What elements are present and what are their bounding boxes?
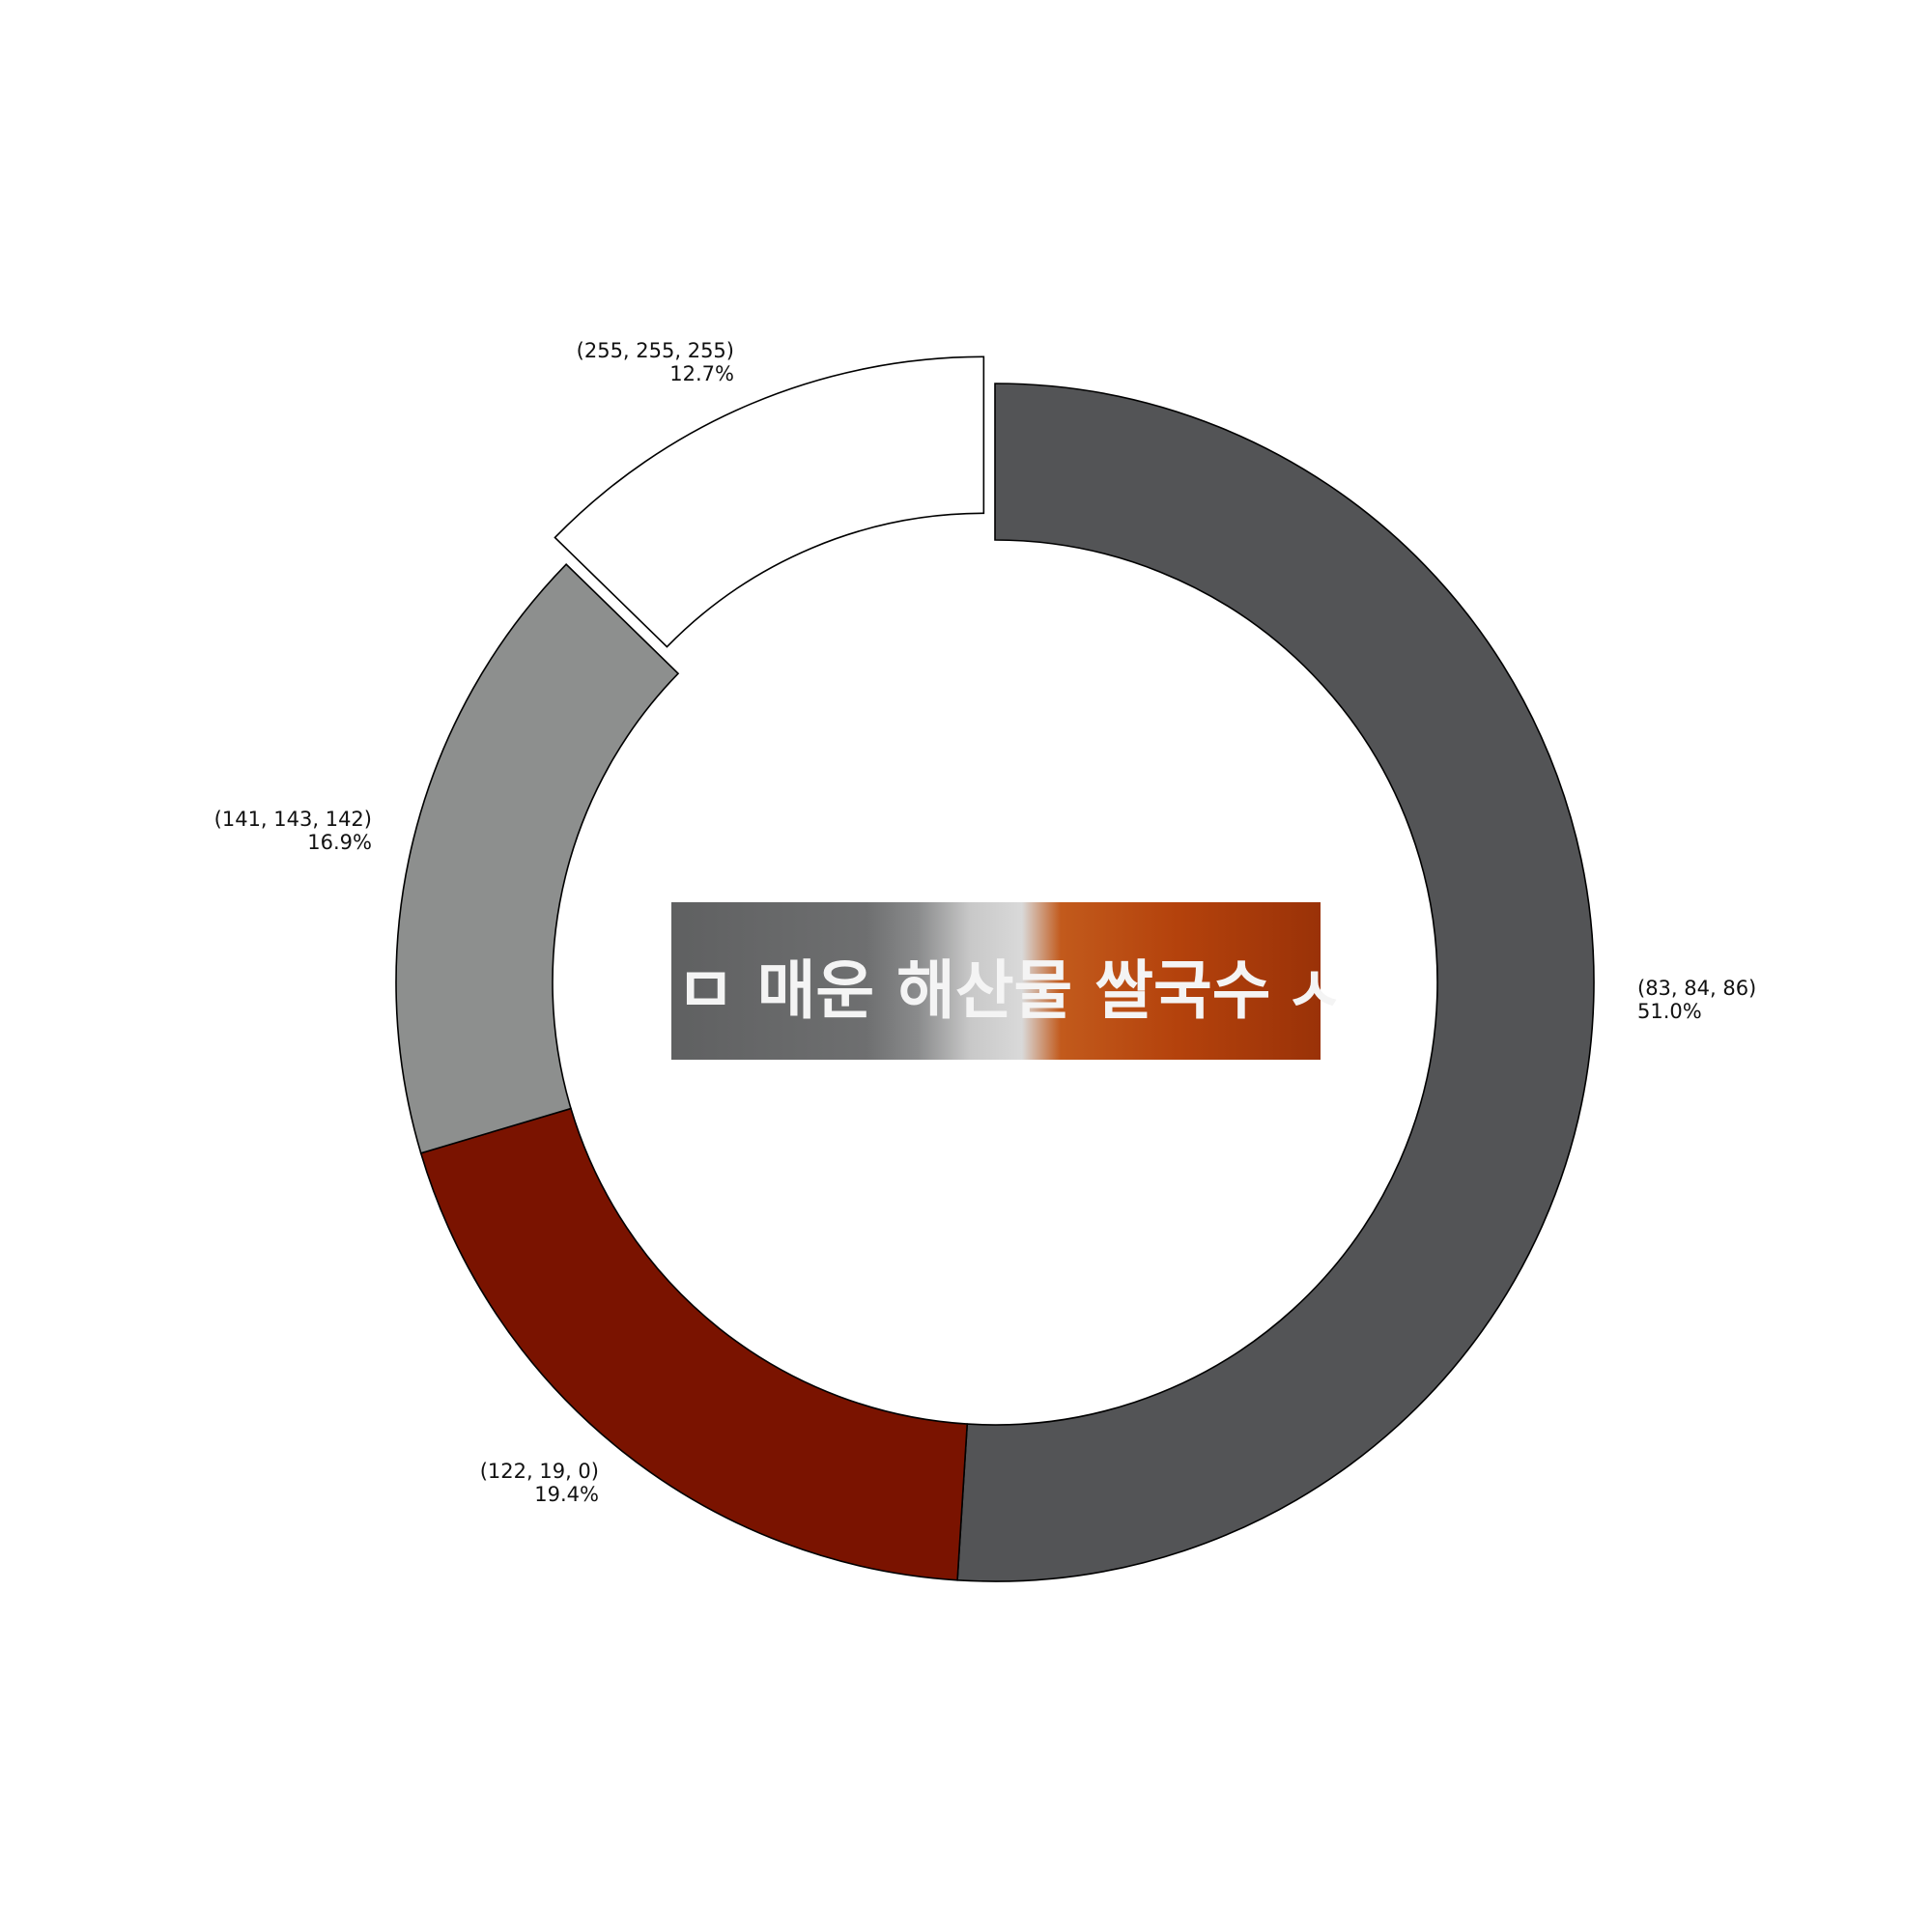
slice-label-4: (255, 255, 255) <box>577 339 734 362</box>
donut-slices <box>395 355 1595 1582</box>
banner-background <box>671 902 1321 1060</box>
slice-percent-3: 16.9% <box>307 831 372 854</box>
banner-trailing-glyph: ㅅ <box>1285 953 1344 1028</box>
slice-percent-2: 19.4% <box>534 1483 599 1506</box>
slice-labels: (83, 84, 86)51.0% (122, 19, 0)19.4% (141, … <box>214 339 1757 1506</box>
center-food-banner: ㅁ 매운 해산물 쌀국수 ㅅ <box>671 902 1344 1060</box>
slice-percent-4: 12.7% <box>669 362 734 385</box>
donut-slice-3 <box>395 563 680 1154</box>
banner-title: ㅁ 매운 해산물 쌀국수 <box>676 953 1270 1028</box>
slice-label-3: (141, 143, 142) <box>214 808 372 831</box>
donut-slice-2 <box>419 1107 969 1581</box>
slice-percent-1: 51.0% <box>1637 1000 1702 1023</box>
donut-slice-4 <box>554 355 985 648</box>
donut-slice-1 <box>956 383 1595 1582</box>
slice-label-2: (122, 19, 0) <box>480 1460 599 1483</box>
slice-label-1: (83, 84, 86) <box>1637 977 1756 1000</box>
